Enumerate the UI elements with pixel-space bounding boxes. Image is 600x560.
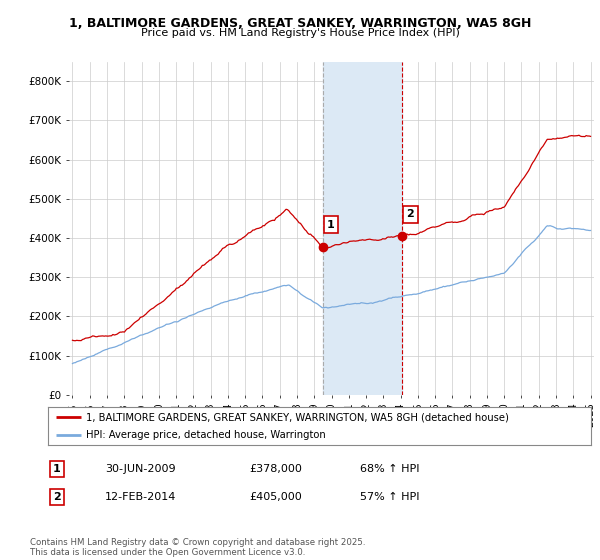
Text: £405,000: £405,000 [249, 492, 302, 502]
Text: 57% ↑ HPI: 57% ↑ HPI [360, 492, 419, 502]
Text: 30-JUN-2009: 30-JUN-2009 [105, 464, 176, 474]
Text: 2: 2 [53, 492, 61, 502]
Text: Contains HM Land Registry data © Crown copyright and database right 2025.
This d: Contains HM Land Registry data © Crown c… [30, 538, 365, 557]
Text: 12-FEB-2014: 12-FEB-2014 [105, 492, 176, 502]
Text: 68% ↑ HPI: 68% ↑ HPI [360, 464, 419, 474]
Text: 1, BALTIMORE GARDENS, GREAT SANKEY, WARRINGTON, WA5 8GH: 1, BALTIMORE GARDENS, GREAT SANKEY, WARR… [69, 17, 531, 30]
Text: 1, BALTIMORE GARDENS, GREAT SANKEY, WARRINGTON, WA5 8GH (detached house): 1, BALTIMORE GARDENS, GREAT SANKEY, WARR… [86, 412, 509, 422]
Text: Price paid vs. HM Land Registry's House Price Index (HPI): Price paid vs. HM Land Registry's House … [140, 28, 460, 38]
Text: 2: 2 [407, 209, 415, 219]
Bar [323, 62, 403, 395]
Text: 1: 1 [327, 220, 335, 230]
Text: 1: 1 [53, 464, 61, 474]
Text: HPI: Average price, detached house, Warrington: HPI: Average price, detached house, Warr… [86, 430, 326, 440]
Text: £378,000: £378,000 [249, 464, 302, 474]
